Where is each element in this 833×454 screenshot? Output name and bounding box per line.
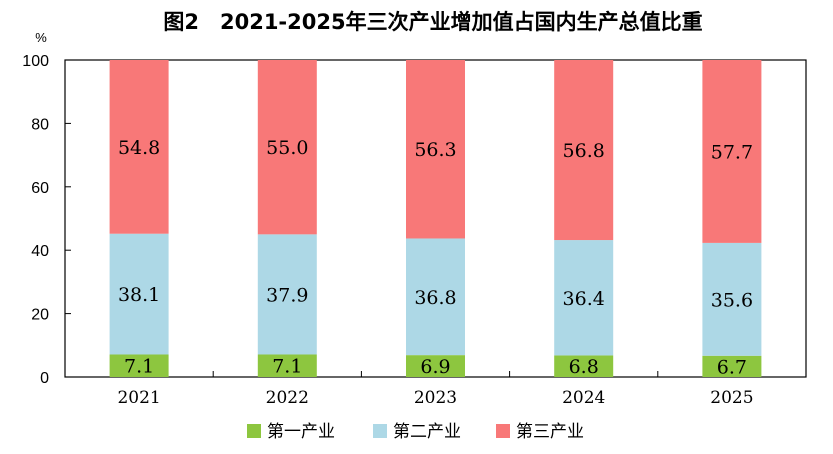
bar-data-label: 7.1 [124, 356, 154, 378]
y-axis-tick-label: 0 [40, 370, 49, 387]
bar-data-label: 6.7 [717, 356, 747, 378]
legend-swatch [496, 424, 510, 438]
bar-data-label: 7.1 [272, 356, 302, 378]
bar-segment [257, 234, 317, 355]
bar-segment [702, 60, 762, 243]
legend-swatch [247, 424, 261, 438]
bar-segment [109, 233, 169, 355]
bar-segment [406, 355, 465, 377]
x-axis-tick-label: 2021 [117, 388, 160, 408]
y-axis-tick-label: 100 [22, 53, 49, 70]
bar-segment [257, 354, 317, 377]
bar-data-label: 54.8 [118, 137, 160, 159]
bar-segment [257, 60, 317, 235]
bar-data-label: 56.8 [563, 140, 605, 162]
y-axis: 0 20 40 60 80 100 [22, 53, 71, 387]
bar-segment [554, 355, 614, 377]
bar-segment [702, 355, 762, 377]
bar-segment [554, 240, 614, 356]
legend-label: 第三产业 [516, 422, 584, 442]
bar-data-label: 35.6 [711, 289, 753, 311]
x-axis: 2021 2022 2023 2024 2025 [117, 371, 754, 408]
bar-data-label: 6.9 [420, 356, 450, 378]
bar-data-label: 55.0 [266, 137, 308, 159]
legend-label: 第二产业 [393, 422, 461, 442]
bar-segment [702, 242, 762, 356]
bar-data-label: 36.4 [563, 288, 605, 310]
bar-data-label: 57.7 [711, 141, 753, 163]
legend: 第一产业 第二产业 第三产业 [247, 422, 584, 442]
y-axis-unit-label: % [35, 30, 47, 45]
bar-data-label: 36.8 [414, 287, 456, 309]
legend-label: 第一产业 [267, 422, 335, 442]
y-axis-tick-label: 40 [31, 243, 49, 260]
bar-data-label: 38.1 [118, 284, 160, 306]
x-axis-tick-label: 2024 [562, 388, 605, 408]
chart-title: 图2 2021-2025年三次产业增加值占国内生产总值比重 [163, 10, 702, 34]
bar-segment [109, 354, 169, 377]
bar-data-label: 56.3 [414, 139, 456, 161]
x-axis-tick-label: 2025 [710, 388, 753, 408]
x-axis-tick-label: 2022 [266, 388, 309, 408]
bar-data-label: 37.9 [266, 284, 308, 306]
bar-data-label: 6.8 [569, 356, 599, 378]
bar-series-group: 7.1 38.1 54.8 7.1 37.9 55.0 6.9 36.8 56.3 6.8 36.4… [109, 60, 762, 378]
legend-swatch [373, 424, 387, 438]
x-axis-tick-label: 2023 [414, 388, 457, 408]
y-axis-tick-label: 80 [31, 116, 49, 133]
bar-segment [406, 60, 465, 239]
y-axis-tick-label: 20 [31, 307, 49, 324]
bar-segment [406, 238, 465, 356]
y-axis-tick-label: 60 [31, 180, 49, 197]
bar-segment [109, 60, 169, 234]
bar-segment [554, 60, 614, 241]
